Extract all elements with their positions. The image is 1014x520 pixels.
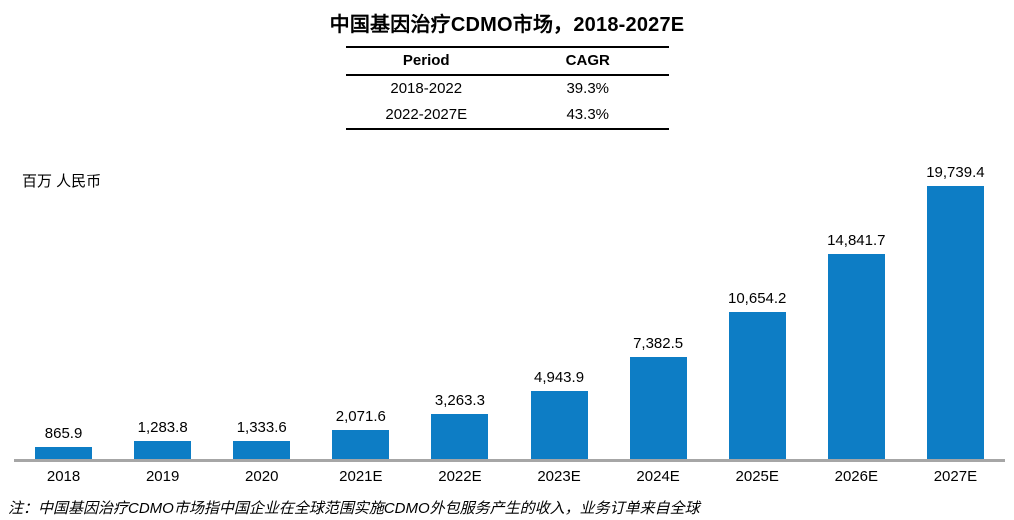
bar-group-2025E: 10,654.2: [708, 290, 807, 459]
chart-area: 百万 人民币 865.9 1,283.8 1,333.6 2,071.6 3,263.3…: [0, 130, 1014, 485]
x-axis-labels: 2018 2019 2020 2021E 2022E 2023E 2024E 2025E 202…: [14, 462, 1005, 485]
bar-group-2022E: 3,263.3: [410, 392, 509, 459]
x-axis-label: 2022E: [438, 468, 482, 485]
cagr-period-1: 2018-2022: [390, 80, 463, 97]
cagr-table-header-period: Period: [402, 52, 450, 69]
bar: [530, 391, 588, 459]
bar-group-2020: 1,333.6: [212, 419, 311, 459]
bar-value-label: 7,382.5: [633, 335, 684, 352]
x-axis-label: 2025E: [735, 468, 779, 485]
bar: [629, 357, 687, 459]
x-axis-label: 2024E: [636, 468, 680, 485]
bar-value-label: 10,654.2: [728, 290, 787, 307]
cagr-table-row-2: 2022-2027E 43.3%: [346, 102, 669, 128]
x-axis-label: 2020: [245, 468, 279, 485]
cagr-table: Period CAGR 2018-2022 39.3% 2022-2027E 4…: [345, 46, 669, 130]
cagr-value-2: 43.3%: [566, 106, 610, 123]
x-axis-label: 2027E: [933, 468, 978, 485]
bar: [35, 447, 93, 459]
bar-value-label: 1,333.6: [236, 419, 287, 436]
bar-value-label: 19,739.4: [926, 164, 985, 181]
x-axis-label: 2019: [145, 468, 180, 485]
y-axis-unit-label: 百万 人民币: [22, 173, 102, 190]
cagr-table-header-cagr: CAGR: [565, 52, 610, 69]
bar-group-2023E: 4,943.9: [509, 369, 608, 459]
x-axis-label: 2021E: [339, 468, 383, 485]
chart-title: 中国基因治疗CDMO市场，2018-2027E: [329, 14, 685, 36]
bar-group-2024E: 7,382.5: [609, 335, 708, 459]
bar: [926, 186, 984, 459]
bar-group-2027E: 19,739.4: [906, 164, 1005, 459]
cagr-period-2: 2022-2027E: [385, 106, 468, 123]
bar: [134, 441, 192, 459]
x-axis-label: 2023E: [537, 468, 581, 485]
bar-group-2026E: 14,841.7: [807, 232, 906, 459]
footnote: 注：中国基因治疗CDMO市场指中国企业在全球范围实施CDMO外包服务产生的收入，…: [8, 500, 700, 517]
bar-group-2021E: 2,071.6: [311, 408, 410, 459]
bar-value-label: 4,943.9: [533, 369, 585, 386]
bar-value-label: 865.9: [44, 425, 83, 442]
bar-value-label: 3,263.3: [434, 392, 485, 409]
bar-group-2019: 1,283.8: [113, 419, 212, 459]
bar: [233, 441, 291, 459]
bar: [728, 312, 786, 459]
bar-plot: 865.9 1,283.8 1,333.6 2,071.6 3,263.3 4,943.9…: [14, 130, 1005, 462]
bar: [332, 430, 390, 459]
bar-value-label: 14,841.7: [827, 232, 886, 249]
bar-value-label: 1,283.8: [137, 419, 188, 436]
bar: [827, 254, 885, 459]
x-axis-label: 2018: [46, 468, 81, 485]
cagr-table-header-row: Period CAGR: [345, 48, 669, 76]
bar: [431, 414, 489, 459]
bar-group-2018: 865.9: [14, 425, 113, 459]
x-axis-label: 2026E: [834, 468, 878, 485]
cagr-table-row-1: 2018-2022 39.3%: [346, 76, 669, 102]
bar-value-label: 2,071.6: [335, 408, 386, 425]
cagr-value-1: 39.3%: [566, 80, 610, 97]
